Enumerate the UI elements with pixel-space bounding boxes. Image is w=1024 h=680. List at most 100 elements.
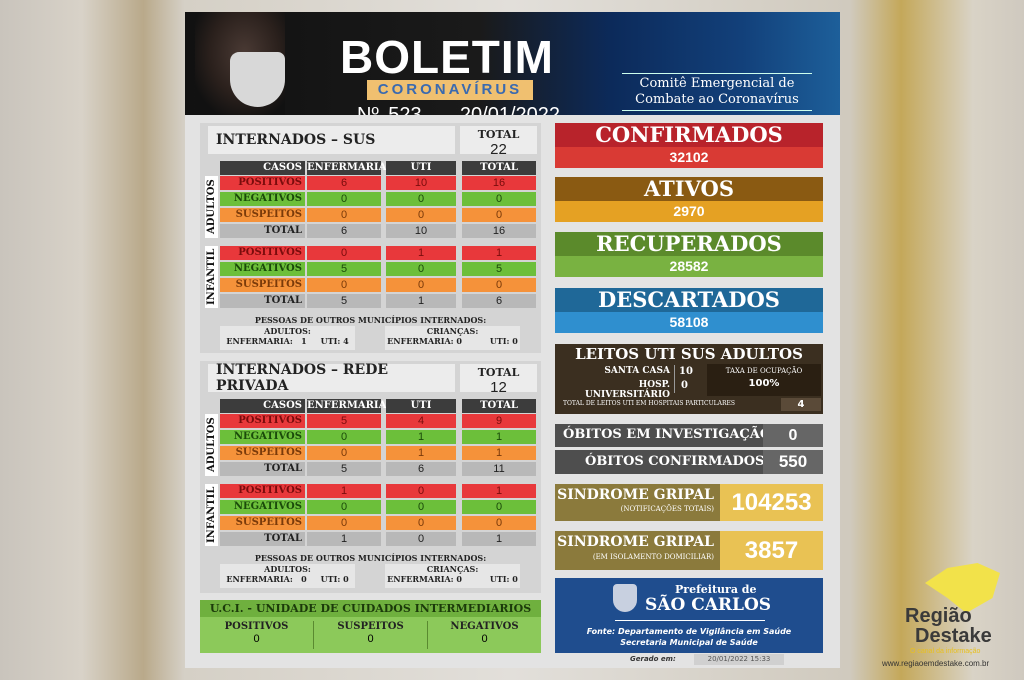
table-cell: 0 bbox=[386, 192, 456, 206]
table-cell: 1 bbox=[386, 294, 456, 308]
privada-title: INTERNADOS – REDE PRIVADA bbox=[208, 362, 455, 394]
table-cell: 1 bbox=[462, 446, 536, 460]
row-label: SUSPEITOS bbox=[220, 208, 305, 222]
bulletin-subtitle: CORONAVÍRUS bbox=[367, 80, 533, 100]
row-label: POSITIVOS bbox=[220, 246, 305, 260]
adults-label: ADULTOS: bbox=[264, 564, 311, 574]
table-cell: 0 bbox=[386, 500, 456, 514]
flu-syndrome-isolation: SINDROME GRIPAL (EM ISOLAMENTO DOMICILIA… bbox=[555, 531, 823, 570]
bulletin-title: BOLETIM bbox=[340, 31, 554, 83]
stat-value: 2970 bbox=[555, 201, 823, 222]
flu-syndrome-value: 104253 bbox=[731, 489, 812, 516]
table-cell: 0 bbox=[386, 484, 456, 498]
generated-value: 20/01/2022 15:33 bbox=[694, 654, 784, 665]
table-cell: 5 bbox=[307, 462, 381, 476]
column-header: ENFERMARIA bbox=[307, 161, 387, 175]
santa-casa-label: SANTA CASA bbox=[604, 366, 670, 376]
table-cell: 6 bbox=[307, 224, 381, 238]
children-detail: ENFERMARIA: 0 UTI: 0 bbox=[387, 336, 518, 346]
privada-total-value: 12 bbox=[490, 379, 507, 396]
stat-value: 32102 bbox=[555, 147, 823, 168]
uci-positivos: POSITIVOS 0 bbox=[200, 621, 314, 649]
row-label: TOTAL bbox=[220, 462, 305, 476]
table-cell: 11 bbox=[462, 462, 536, 476]
watermark-tagline: O canal da informação bbox=[910, 648, 981, 655]
row-label: TOTAL bbox=[220, 532, 305, 546]
column-header: UTI bbox=[386, 161, 456, 175]
bulletin-header: BOLETIM CORONAVÍRUS Nº 523 20/01/2022 Co… bbox=[185, 12, 840, 115]
table-cell: 1 bbox=[386, 430, 456, 444]
table-cell: 4 bbox=[386, 414, 456, 428]
other-cities-adults: ADULTOS: ENFERMARIA: 1 UTI: 4 bbox=[220, 326, 355, 350]
stat-value: 58108 bbox=[555, 312, 823, 333]
table-cell: 0 bbox=[386, 208, 456, 222]
flu-syndrome-sub: (EM ISOLAMENTO DOMICILIAR) bbox=[592, 553, 714, 561]
children-detail: ENFERMARIA: 0 UTI: 0 bbox=[387, 574, 518, 584]
table-cell: 0 bbox=[307, 192, 381, 206]
table-cell: 9 bbox=[462, 414, 536, 428]
adults-detail: ENFERMARIA: 0 UTI: 0 bbox=[226, 574, 349, 584]
table-cell: 1 bbox=[462, 246, 536, 260]
sus-total-box: TOTAL 22 bbox=[460, 126, 537, 158]
deaths-investigation-label: ÓBITOS EM INVESTIGAÇÃO bbox=[563, 427, 772, 442]
table-cell: 0 bbox=[307, 430, 381, 444]
other-cities-children: CRIANÇAS: ENFERMARIA: 0 UTI: 0 bbox=[385, 326, 520, 350]
table-cell: 0 bbox=[307, 500, 381, 514]
row-label: NEGATIVOS bbox=[220, 262, 305, 276]
uci-negativos: NEGATIVOS 0 bbox=[428, 621, 541, 649]
sus-total-label: TOTAL bbox=[477, 128, 520, 141]
row-label: SUSPEITOS bbox=[220, 446, 305, 460]
committee-label: Comitê Emergencial de Combate ao Coronaví… bbox=[622, 73, 812, 111]
icu-beds-title: LEITOS UTI SUS ADULTOS bbox=[575, 345, 803, 363]
hu-value: 0 bbox=[681, 380, 688, 391]
committee-line-2: Combate ao Coronavírus bbox=[635, 92, 799, 107]
adultos-label: ADULTOS bbox=[205, 176, 218, 238]
sus-total-value: 22 bbox=[490, 141, 507, 158]
generated-label: Gerado em: bbox=[630, 655, 676, 663]
table-cell: 6 bbox=[307, 176, 381, 190]
column-header: CASOS bbox=[220, 399, 305, 413]
source-line-2: Secretaria Municipal de Saúde bbox=[620, 638, 758, 647]
deaths-confirmed-value: 550 bbox=[763, 450, 823, 474]
row-label: POSITIVOS bbox=[220, 484, 305, 498]
row-label: SUSPEITOS bbox=[220, 516, 305, 530]
prefeitura-line-2: SÃO CARLOS bbox=[645, 595, 772, 615]
bulletin-number: Nº 523 bbox=[357, 104, 422, 115]
table-cell: 5 bbox=[307, 294, 381, 308]
other-cities-label: PESSOAS DE OUTROS MUNICÍPIOS INTERNADOS: bbox=[254, 553, 487, 563]
table-cell: 0 bbox=[462, 192, 536, 206]
table-cell: 0 bbox=[386, 262, 456, 276]
table-cell: 1 bbox=[386, 246, 456, 260]
uci-label: POSITIVOS bbox=[224, 621, 289, 632]
table-cell: 0 bbox=[307, 278, 381, 292]
other-cities-label: PESSOAS DE OUTROS MUNICÍPIOS INTERNADOS: bbox=[254, 315, 487, 325]
table-cell: 0 bbox=[462, 500, 536, 514]
table-cell: 10 bbox=[386, 224, 456, 238]
prefeitura-line-1: Prefeitura de bbox=[675, 583, 757, 596]
uci-label: SUSPEITOS bbox=[337, 621, 404, 632]
table-cell: 1 bbox=[462, 484, 536, 498]
private-icu-value: 4 bbox=[781, 398, 821, 411]
table-cell: 1 bbox=[307, 532, 381, 546]
deaths-confirmed: ÓBITOS CONFIRMADOS 550 bbox=[555, 450, 823, 474]
santa-casa-value: 10 bbox=[679, 366, 693, 377]
column-header: UTI bbox=[386, 399, 456, 413]
other-cities-adults: ADULTOS: ENFERMARIA: 0 UTI: 0 bbox=[220, 564, 355, 588]
uci-value: 0 bbox=[367, 633, 374, 645]
other-cities-children: CRIANÇAS: ENFERMARIA: 0 UTI: 0 bbox=[385, 564, 520, 588]
uci-label: NEGATIVOS bbox=[450, 621, 519, 632]
deaths-investigation-value: 0 bbox=[763, 424, 823, 447]
children-label: CRIANÇAS: bbox=[426, 564, 479, 574]
stat-descartados: DESCARTADOS 58108 bbox=[555, 288, 823, 334]
stat-label: RECUPERADOS bbox=[555, 232, 823, 256]
flu-syndrome-sub: (NOTIFICAÇÕES TOTAIS) bbox=[620, 505, 714, 513]
uci-suspeitos: SUSPEITOS 0 bbox=[314, 621, 428, 649]
row-label: NEGATIVOS bbox=[220, 430, 305, 444]
watermark-name-1: Região bbox=[905, 605, 972, 627]
hu-label: HOSP. UNIVERSITÁRIO bbox=[584, 380, 670, 400]
uci-title: U.C.I. - UNIDADE DE CUIDADOS INTERMEDIAR… bbox=[200, 600, 541, 617]
occupancy-box: TAXA DE OCUPAÇÃO 100% bbox=[707, 364, 821, 396]
table-cell: 6 bbox=[462, 294, 536, 308]
stat-ativos: ATIVOS 2970 bbox=[555, 177, 823, 223]
table-cell: 0 bbox=[307, 516, 381, 530]
